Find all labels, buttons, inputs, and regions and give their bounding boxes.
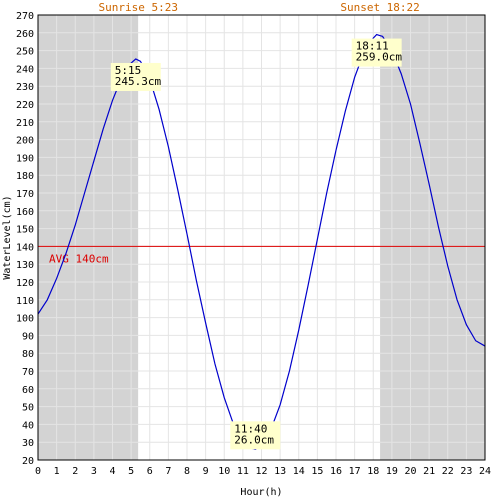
x-tick-labels: 0 1 2 3 4 5 6 7 8 9 10 11 12 13 14 15 16 17 18 19 20 21 22 23 24 <box>35 466 491 477</box>
y-tick-label: 110 <box>16 296 34 307</box>
y-tick-label: 240 <box>16 64 34 75</box>
x-tick-label: 17 <box>349 466 361 477</box>
y-tick-label: 20 <box>22 456 34 467</box>
x-tick-label: 20 <box>404 466 416 477</box>
x-tick-label: 5 <box>128 466 134 477</box>
x-tick-label: 21 <box>423 466 435 477</box>
x-tick-label: 18 <box>367 466 379 477</box>
y-tick-label: 70 <box>22 367 34 378</box>
plot-frame <box>37 14 486 461</box>
annotation-level: 259.0cm <box>356 51 403 64</box>
y-tick-label: 100 <box>16 314 34 325</box>
y-tick-label: 190 <box>16 153 34 164</box>
y-tick-label: 230 <box>16 82 34 93</box>
y-tick-label: 40 <box>22 420 34 431</box>
y-tick-label: 80 <box>22 349 34 360</box>
x-axis-label: Hour(h) <box>240 487 282 498</box>
y-tick-label: 270 <box>16 11 34 22</box>
day-band <box>138 15 381 460</box>
x-tick-label: 10 <box>218 466 230 477</box>
y-tick-label: 60 <box>22 385 34 396</box>
y-axis-label: WaterLevel(cm) <box>2 195 13 279</box>
x-tick-label: 3 <box>91 466 97 477</box>
annotation-level: 26.0cm <box>234 433 274 446</box>
x-tick-label: 16 <box>330 466 342 477</box>
y-tick-label: 30 <box>22 438 34 449</box>
x-tick-label: 6 <box>147 466 153 477</box>
night-band-evening <box>380 15 485 460</box>
x-tick-label: 0 <box>35 466 41 477</box>
y-tick-label: 260 <box>16 29 34 40</box>
y-tick-label: 220 <box>16 100 34 111</box>
x-tick-label: 8 <box>184 466 190 477</box>
x-tick-label: 23 <box>460 466 472 477</box>
x-tick-label: 4 <box>109 466 115 477</box>
y-tick-label: 50 <box>22 403 34 414</box>
x-tick-label: 12 <box>255 466 267 477</box>
x-tick-label: 7 <box>165 466 171 477</box>
y-tick-label: 170 <box>16 189 34 200</box>
annotation-box <box>230 421 281 450</box>
y-tick-label: 150 <box>16 225 34 236</box>
x-tick-label: 15 <box>311 466 323 477</box>
annotation-level: 245.3cm <box>115 75 162 88</box>
y-tick-label: 130 <box>16 260 34 271</box>
average-label: AVG 140cm <box>49 252 109 265</box>
y-tick-label: 180 <box>16 171 34 182</box>
y-tick-label: 200 <box>16 136 34 147</box>
annotation-time: 18:11 <box>356 40 389 53</box>
annotation-box <box>110 62 161 91</box>
y-tick-label: 120 <box>16 278 34 289</box>
annotation-time: 11:40 <box>234 422 267 435</box>
x-tick-label: 24 <box>479 466 491 477</box>
x-tick-label: 14 <box>293 466 305 477</box>
x-tick-label: 19 <box>386 466 398 477</box>
y-tick-label: 160 <box>16 207 34 218</box>
sunset-label: Sunset 18:22 <box>340 1 419 14</box>
y-tick-label: 210 <box>16 118 34 129</box>
sunrise-label: Sunrise 5:23 <box>99 1 178 14</box>
x-tick-label: 13 <box>274 466 286 477</box>
annotation-box <box>351 38 402 67</box>
x-tick-label: 2 <box>72 466 78 477</box>
x-tick-label: 22 <box>442 466 454 477</box>
x-tick-label: 1 <box>54 466 60 477</box>
y-tick-label: 250 <box>16 47 34 58</box>
x-tick-label: 11 <box>237 466 249 477</box>
x-tick-label: 9 <box>203 466 209 477</box>
y-tick-label: 90 <box>22 331 34 342</box>
annotation-time: 5:15 <box>115 64 142 77</box>
y-tick-label: 140 <box>16 242 34 253</box>
y-tick-labels: 20 30 40 50 60 70 80 90 100 110 120 130 140 150 160 170… <box>16 11 34 467</box>
